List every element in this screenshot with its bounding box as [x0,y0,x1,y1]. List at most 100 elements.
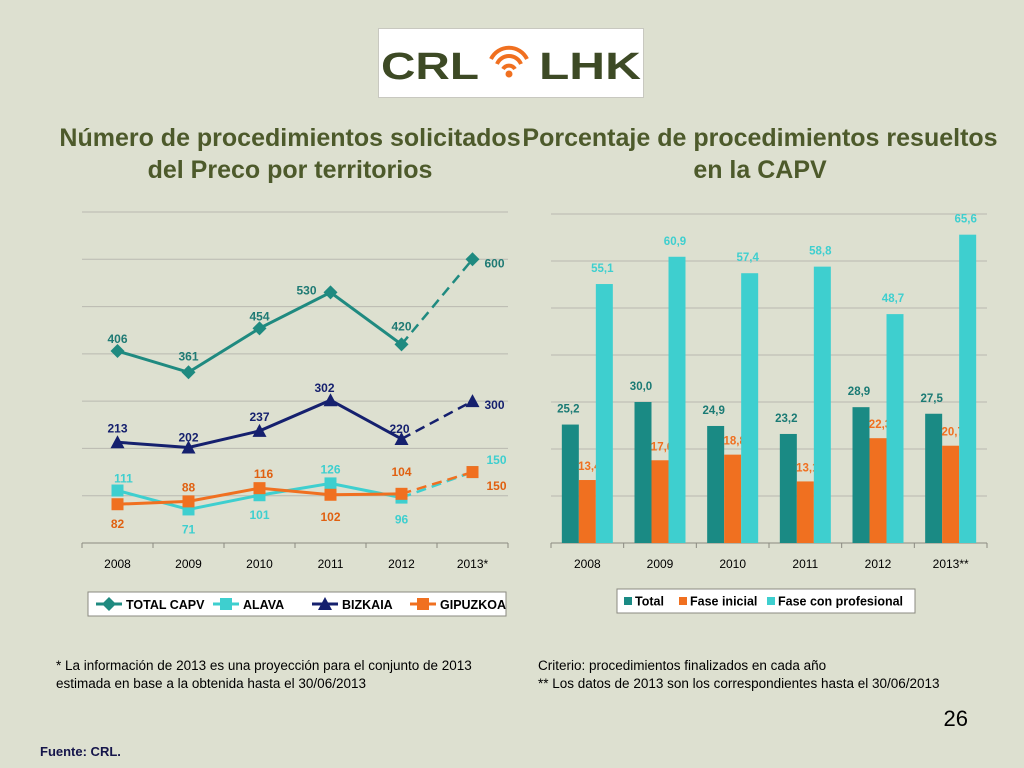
bar-label-fase-inicial: 17,6 [651,441,673,453]
data-label-alava: 101 [249,508,269,522]
bar-total [634,402,652,543]
data-point-bizkaia [110,435,125,449]
data-label-gipuzkoa: 150 [486,479,506,493]
data-label-alava: 111 [114,472,133,486]
data-label-total-capv: 406 [107,332,127,346]
bar-label-total: 25,2 [557,404,579,416]
data-label-bizkaia: 302 [314,381,334,395]
legend-marker-gipuzkoa [417,598,429,610]
bar-fase-inicial [796,481,814,543]
data-label-bizkaia: 202 [178,430,198,444]
bar-chart: 2008 2009 2010 2011 2012 2013** 25,2 30,0 24,9 23… [550,213,988,614]
data-label-total-capv: 420 [391,319,411,333]
x-tick-label: 2013** [933,557,969,571]
series-projection-line-gipuzkoa [401,470,473,496]
series-projection-line-total-capv [400,258,474,346]
data-point-bizkaia [252,423,267,437]
bar-label-fase-con-profesional: 57,4 [736,252,759,264]
legend-label-gipuzkoa: GIPUZKOA [440,598,506,612]
bar-label-total: 27,5 [920,393,943,405]
bar-label-fase-inicial: 18,8 [723,436,746,448]
x-tick-label: 2012 [865,557,892,571]
data-point-alava [111,484,124,497]
data-label-alava: 71 [182,522,196,536]
bar-fase-inicial [651,460,669,543]
legend-swatch-fase-con-profesional [767,597,775,605]
footnote-left-line-2: estimada en base a la obtenida hasta el … [56,676,366,691]
data-point-total-capv [323,285,338,300]
data-point-alava [324,477,337,490]
bar-label-total: 30,0 [630,381,652,393]
x-tick-label: 2009 [175,557,202,571]
series-projection-line-alava [401,470,473,499]
data-label-alava: 150 [486,453,506,467]
bar-fase-con-profesional [668,256,686,543]
left-chart-title: Número de procedimientos solicitados del… [59,124,521,184]
data-point-alava [182,503,195,516]
bar-fase-con-profesional [959,234,977,543]
legend-label-fase-inicial: Fase inicial [690,595,757,609]
bar-label-total: 23,2 [775,413,797,425]
footnote-left-line-1: * La información de 2013 es una proyecci… [56,658,472,673]
legend-label-bizkaia: BIZKAIA [342,598,393,612]
data-point-total-capv [110,344,125,359]
x-tick-label: 2010 [719,557,746,571]
data-point-bizkaia [323,393,338,407]
bar-label-total: 28,9 [848,386,870,398]
legend-marker-total-capv [102,597,116,611]
line-chart: 2008 2009 2010 2011 2012 2013* 406 361 454 530 420… [81,211,509,617]
x-tick-label: 2013* [457,557,489,571]
logo-text-left: CRL [381,46,479,88]
bar-fase-con-profesional [886,314,904,543]
data-label-alava: 96 [395,513,409,527]
legend-label-total-capv: TOTAL CAPV [126,598,205,612]
data-label-total-capv: 454 [249,309,269,323]
series-projection-line-bizkaia [400,400,474,441]
data-label-gipuzkoa: 102 [320,510,340,524]
data-label-bizkaia: 300 [484,398,504,412]
legend-box [87,591,507,617]
x-tick-label: 2009 [647,557,674,571]
logo-graphic: CRL LHK [381,45,642,88]
bar-label-fase-con-profesional: 48,7 [882,293,904,305]
bar-fase-con-profesional [595,284,613,543]
bar-label-fase-con-profesional: 60,9 [664,236,686,248]
data-label-total-capv: 530 [296,283,316,297]
data-label-alava: 126 [320,462,340,476]
legend-marker-alava [220,598,232,610]
bar-fase-inicial [869,438,887,543]
data-label-gipuzkoa: 104 [391,465,411,479]
data-point-bizkaia [181,440,196,454]
bar-fase-con-profesional [741,273,759,543]
data-label-total-capv: 361 [178,349,198,363]
bar-total [561,424,579,543]
data-label-total-capv: 600 [484,256,504,270]
bar-label-fase-inicial: 20,7 [941,427,963,439]
x-tick-label: 2008 [574,557,601,571]
footnote-right-line-1: Criterio: procedimientos finalizados en … [538,658,827,673]
data-point-gipuzkoa [111,498,124,511]
right-chart-title: Porcentaje de procedimientos resueltos e… [522,124,998,184]
bar-fase-inicial [578,480,596,543]
legend-swatch-fase-inicial [679,597,687,605]
legend-swatch-total [624,597,632,605]
x-tick-label: 2011 [318,557,344,571]
bar-total [852,407,870,543]
x-tick-label: 2012 [388,557,415,571]
footnote-left: * La información de 2013 es una proyecci… [56,657,516,693]
wifi-signal-icon [489,45,529,78]
bar-label-fase-con-profesional: 65,6 [954,214,976,226]
data-label-gipuzkoa: 82 [111,517,125,531]
bar-total [925,413,943,543]
data-point-gipuzkoa [324,488,337,501]
data-point-bizkaia [465,394,480,408]
data-point-gipuzkoa [253,482,266,495]
data-label-bizkaia: 237 [249,410,269,424]
data-label-gipuzkoa: 88 [182,480,196,494]
legend-label-fase-con-profesional: Fase con profesional [778,595,903,609]
bar-label-fase-inicial: 13,4 [578,461,601,473]
legend-label-total: Total [635,595,664,609]
data-label-bizkaia: 213 [107,421,127,435]
bar-label-fase-con-profesional: 58,8 [809,246,832,258]
data-point-total-capv [252,321,267,336]
